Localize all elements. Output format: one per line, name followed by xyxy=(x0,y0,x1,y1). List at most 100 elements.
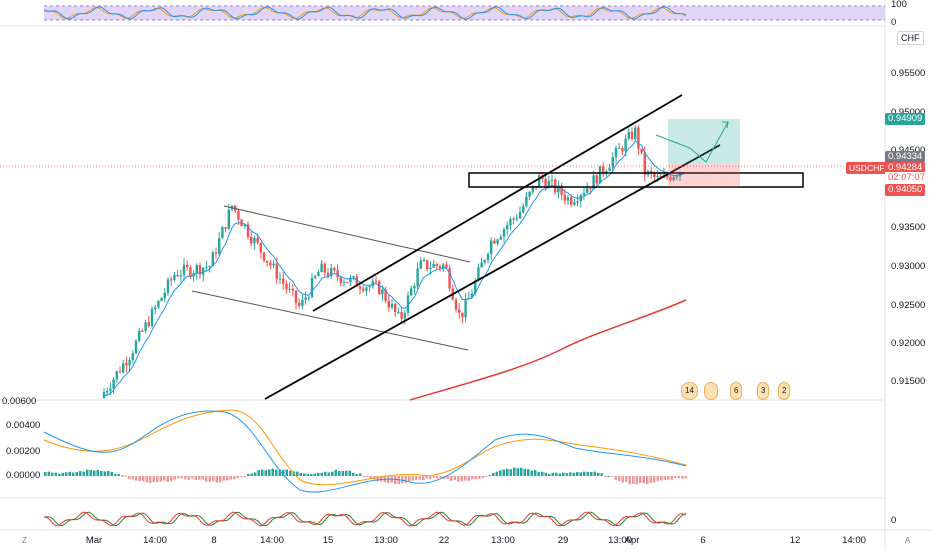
channel-lower-line xyxy=(191,290,469,351)
candle-body xyxy=(550,179,554,181)
candle-body xyxy=(499,236,502,240)
macd-histogram-bar xyxy=(89,469,92,476)
candle-body xyxy=(186,264,189,268)
macd-tick: 0.00000 xyxy=(6,470,41,481)
current-price-tag: 0.94284 xyxy=(885,162,926,174)
macd-histogram-bar xyxy=(145,476,148,483)
time-tick: 8 xyxy=(211,535,217,546)
candle-body xyxy=(237,210,240,220)
macd-histogram-bar xyxy=(187,476,190,480)
macd-histogram-bar xyxy=(471,476,474,480)
currency-badge[interactable]: CHF xyxy=(897,31,924,45)
projection-arrowhead xyxy=(722,121,729,129)
time-tick: 14:00 xyxy=(260,535,284,546)
time-tick: 22 xyxy=(438,535,450,546)
macd-histogram-bar xyxy=(422,476,425,481)
macd-histogram-bar xyxy=(488,475,491,477)
economic-event-badge[interactable]: 6 xyxy=(730,382,743,400)
macd-histogram-bar xyxy=(327,472,330,476)
macd-histogram-bar xyxy=(72,472,75,476)
candle-body xyxy=(563,194,566,201)
candle-body xyxy=(438,266,442,269)
macd-histogram-bar xyxy=(660,476,663,481)
macd-histogram-bar xyxy=(121,475,124,477)
macd-histogram-bar xyxy=(103,471,106,476)
candle-body xyxy=(144,322,147,332)
time-tick: Mar xyxy=(85,535,103,546)
macd-histogram-bar xyxy=(306,473,309,476)
candle-body xyxy=(634,127,637,139)
macd-histogram-bar xyxy=(180,476,183,479)
candle-body xyxy=(669,177,672,181)
economic-event-badge[interactable]: 2 xyxy=(778,382,791,400)
macd-histogram-bar xyxy=(324,471,327,476)
macd-histogram-bar xyxy=(296,471,299,476)
candle-body xyxy=(227,209,230,229)
candle-body xyxy=(547,180,550,188)
candle-body xyxy=(650,171,653,174)
candle-body xyxy=(352,276,355,278)
uptrend-upper-line xyxy=(312,94,683,312)
candle-body xyxy=(470,293,474,298)
macd-histogram-bar xyxy=(572,472,575,476)
candle-body xyxy=(538,175,541,187)
macd-tick: 0.00200 xyxy=(6,446,41,457)
position-loss-zone xyxy=(668,163,740,187)
candle-body xyxy=(355,276,358,287)
macd-histogram-bar xyxy=(51,472,54,476)
economic-event-badge[interactable] xyxy=(704,382,718,400)
candle-body xyxy=(134,340,138,354)
macd-histogram-bar xyxy=(114,473,117,476)
macd-histogram-bar xyxy=(366,476,369,477)
macd-histogram-bar xyxy=(674,476,677,478)
macd-histogram-bar xyxy=(499,470,502,476)
candle-body xyxy=(544,178,547,188)
timezone-toggle[interactable]: Z xyxy=(22,536,27,545)
economic-event-badge[interactable]: 14 xyxy=(681,382,698,400)
candle-body xyxy=(381,289,384,295)
candle-body xyxy=(208,266,211,268)
candle-body xyxy=(608,167,611,171)
rsi-tick-bottom: 0 xyxy=(891,17,897,28)
macd-histogram-bar xyxy=(58,473,61,476)
candle-body xyxy=(314,276,317,278)
candle-body xyxy=(192,273,195,277)
candle-body xyxy=(112,379,115,389)
macd-histogram-bar xyxy=(362,476,365,477)
candle-body xyxy=(397,311,400,313)
macd-histogram-bar xyxy=(684,476,687,479)
candle-body xyxy=(474,280,477,294)
candle-body xyxy=(659,176,662,178)
candle-body xyxy=(486,253,490,260)
candle-body xyxy=(323,263,326,273)
candle-body xyxy=(387,300,390,308)
candle-body xyxy=(102,392,106,398)
macd-histogram-bar xyxy=(380,476,383,482)
candle-body xyxy=(253,237,256,244)
candle-body xyxy=(490,240,493,254)
macd-histogram-bar xyxy=(173,476,176,480)
auto-scale-toggle[interactable]: A xyxy=(905,536,911,545)
candle-body xyxy=(518,212,522,219)
macd-histogram-bar xyxy=(628,476,631,485)
countdown-timer: 02:07:07 xyxy=(885,172,928,184)
macd-histogram-bar xyxy=(135,476,138,481)
candle-body xyxy=(554,179,557,193)
rsi-tick-top: 100 xyxy=(891,0,907,10)
macd-histogram-bar xyxy=(191,476,194,479)
candle-body xyxy=(118,371,122,373)
macd-histogram-bar xyxy=(352,472,355,476)
candle-body xyxy=(285,283,288,290)
candle-body xyxy=(627,131,630,139)
candle-body xyxy=(278,278,282,280)
candle-body xyxy=(630,131,634,139)
economic-event-badge[interactable]: 3 xyxy=(757,382,770,400)
macd-histogram-bar xyxy=(527,469,530,476)
candle-body xyxy=(672,177,675,181)
price-tick: 0.94500 xyxy=(891,145,925,157)
macd-histogram-bar xyxy=(268,469,271,476)
macd-histogram-bar xyxy=(579,472,582,476)
candle-body xyxy=(592,175,595,190)
